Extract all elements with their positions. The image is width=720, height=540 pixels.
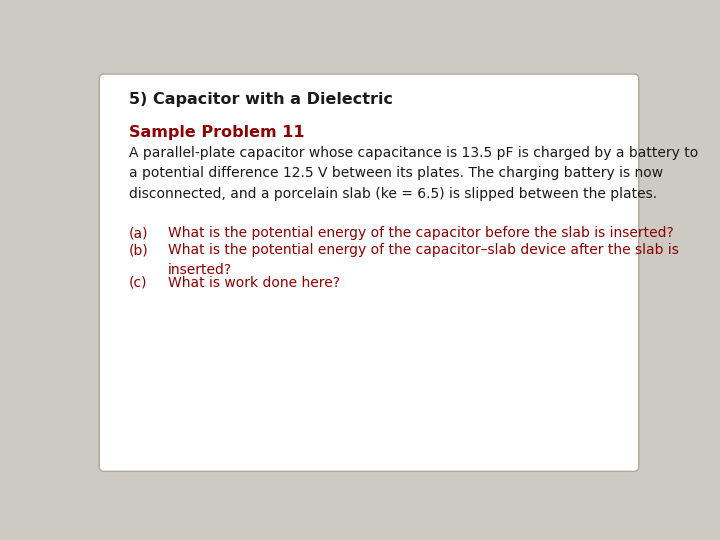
Text: What is the potential energy of the capacitor before the slab is inserted?: What is the potential energy of the capa… [168,226,673,240]
Text: (a): (a) [129,226,148,240]
Text: (b): (b) [129,244,148,258]
Text: (c): (c) [129,276,148,290]
Text: Sample Problem 11: Sample Problem 11 [129,125,305,140]
FancyBboxPatch shape [99,74,639,471]
Text: What is work done here?: What is work done here? [168,276,340,290]
Text: What is the potential energy of the capacitor–slab device after the slab is
inse: What is the potential energy of the capa… [168,244,678,278]
Text: A parallel-plate capacitor whose capacitance is 13.5 pF is charged by a battery : A parallel-plate capacitor whose capacit… [129,146,698,200]
Text: 5) Capacitor with a Dielectric: 5) Capacitor with a Dielectric [129,92,392,107]
